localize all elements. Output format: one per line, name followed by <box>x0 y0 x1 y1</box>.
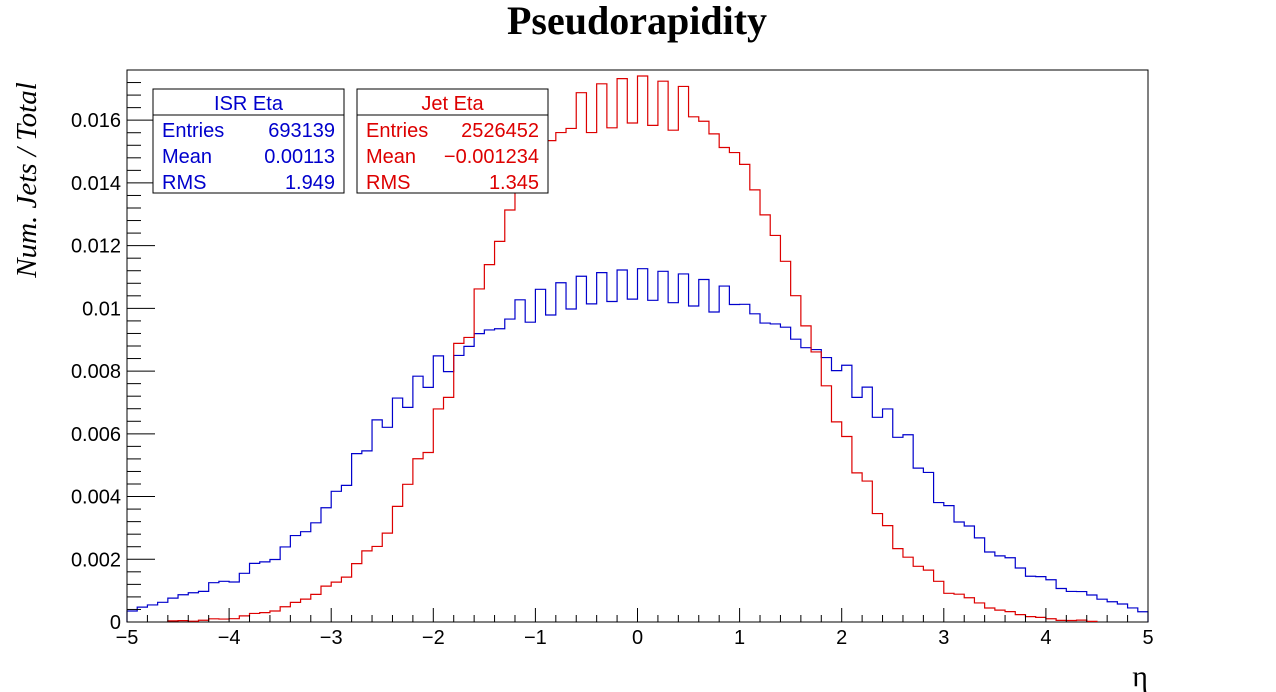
x-tick-label: 0 <box>632 627 643 649</box>
stat-row-label: Entries <box>366 120 428 142</box>
y-tick-label: 0.002 <box>71 549 121 571</box>
stat-row-value: 2526452 <box>461 120 539 142</box>
chart-title: Pseudorapidity <box>507 0 767 43</box>
stat-box-isr-eta: ISR Eta Entries 693139 Mean 0.00113 RMS 1.949 <box>152 88 345 194</box>
stat-box-frame <box>152 88 345 194</box>
y-tick-label: 0.004 <box>71 487 121 509</box>
stat-row-label: RMS <box>366 172 410 194</box>
stat-row-label: Entries <box>162 120 224 142</box>
x-tick-label: 2 <box>836 627 847 649</box>
stat-box-jet-eta: Jet Eta Entries 2526452 Mean −0.001234 RMS 1.3… <box>356 88 549 194</box>
x-tick-label: −1 <box>524 627 547 649</box>
y-tick-label: 0.01 <box>82 298 121 320</box>
stat-box-title: ISR Eta <box>214 93 284 115</box>
x-tick-label: −5 <box>116 627 139 649</box>
x-tick-label: −2 <box>422 627 445 649</box>
x-tick-label: 5 <box>1142 627 1153 649</box>
y-tick-label: 0.006 <box>71 424 121 446</box>
stat-row-value: 0.00113 <box>264 146 335 168</box>
series-jet-eta-line <box>167 75 1098 622</box>
y-tick-label: 0 <box>110 612 121 634</box>
x-tick-label: 1 <box>734 627 745 649</box>
y-axis-label: Num. Jets / Total <box>11 82 43 279</box>
stat-row-label: Mean <box>162 146 212 168</box>
stat-row-value: 693139 <box>268 120 335 142</box>
stat-row-value: 1.949 <box>285 172 335 194</box>
legend-layer: ISR Eta Entries 693139 Mean 0.00113 RMS 1.949 J… <box>152 88 549 194</box>
x-tick-label: −3 <box>320 627 343 649</box>
series-layer <box>126 75 1149 622</box>
series-isr-eta-line <box>126 268 1149 622</box>
stat-box-frame <box>356 88 549 194</box>
y-tick-label: 0.012 <box>71 236 121 258</box>
stat-box-title: Jet Eta <box>421 93 484 115</box>
y-tick-label: 0.014 <box>71 173 121 195</box>
y-tick-label: 0.008 <box>71 361 121 383</box>
stat-row-label: Mean <box>366 146 416 168</box>
x-tick-label: 4 <box>1040 627 1051 649</box>
x-axis-label: η <box>1132 660 1148 692</box>
x-tick-label: −4 <box>218 627 241 649</box>
stat-row-value: 1.345 <box>489 172 539 194</box>
stat-row-label: RMS <box>162 172 206 194</box>
stat-row-value: −0.001234 <box>444 146 539 168</box>
ticks-layer: −5 −4 −3 −2 −1 0 1 2 3 4 5 0 0.002 0.004 0.006 0.008 0.0… <box>71 69 1154 649</box>
y-tick-label: 0.016 <box>71 110 121 132</box>
x-tick-label: 3 <box>938 627 949 649</box>
